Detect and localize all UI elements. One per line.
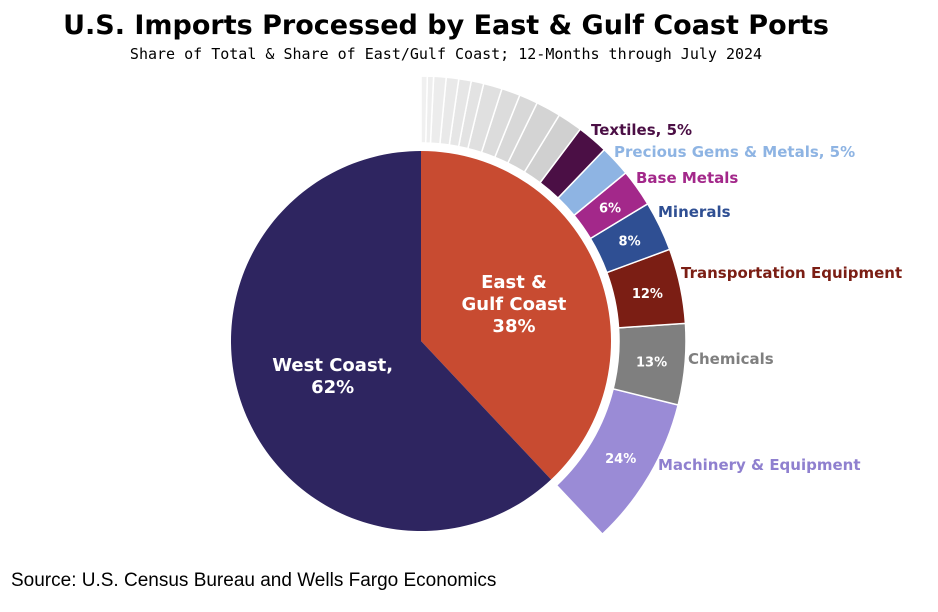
ring-segment-other: [448, 77, 473, 148]
ring-segment-chemicals: [612, 322, 687, 406]
pie-slice-east-gulf-coast: [421, 151, 611, 480]
ring-segment-value: 6%: [599, 201, 621, 216]
ring-segment-other: [506, 101, 561, 174]
ring-segment-label: Machinery & Equipment: [658, 456, 861, 474]
breakdown-ring: 24% Machinery & Equipment 13% Chemicals 12% T…: [420, 75, 902, 536]
ring-segment-label: Chemicals: [688, 350, 774, 368]
ring-segment-value: 24%: [605, 452, 636, 467]
main-pie: East & Gulf Coast 38% West Coast, 62%: [230, 151, 611, 531]
ring-segment-label: Precious Gems & Metals, 5%: [614, 143, 855, 161]
ring-segment-value: 12%: [632, 287, 663, 302]
ring-segment-value: 8%: [619, 235, 641, 250]
ring-segment-label: Base Metals: [636, 169, 738, 187]
pie-slice-label: West Coast, 62%: [272, 355, 393, 398]
ring-segment-transportation-equipment: [605, 248, 687, 329]
pie-slice-west-coast: [230, 151, 552, 531]
pie-chart: East & Gulf Coast 38% West Coast, 62% 24% Mac…: [230, 75, 902, 536]
pie-slice-label: East & Gulf Coast 38%: [462, 272, 567, 337]
ring-segment-value: 13%: [636, 355, 667, 370]
ring-segment-other: [420, 75, 429, 144]
ring-segment-base-metals: [572, 171, 649, 240]
chart-title: U.S. Imports Processed by East & Gulf Co…: [63, 10, 829, 41]
ring-segment-minerals: [589, 202, 671, 274]
ring-segment-other: [466, 82, 503, 154]
ring-segment-label: Textiles, 5%: [591, 121, 692, 139]
ring-segment-precious-gems-metals: [556, 148, 627, 217]
ring-segment-other: [493, 94, 539, 165]
ring-segment-other: [439, 76, 460, 146]
ring-segment-label: Transportation Equipment: [681, 264, 902, 282]
ring-segment-textiles: [538, 128, 606, 200]
ring-segment-label: Minerals: [658, 203, 731, 221]
source-note: Source: U.S. Census Bureau and Wells Far…: [11, 570, 497, 591]
ring-segment-machinery-equipment: [555, 387, 680, 536]
chart-subtitle: Share of Total & Share of East/Gulf Coas…: [129, 45, 763, 63]
ring-segment-other: [523, 113, 582, 184]
ring-segment-other: [457, 79, 485, 150]
ring-segment-other: [429, 75, 448, 145]
ring-segment-other: [480, 87, 521, 159]
